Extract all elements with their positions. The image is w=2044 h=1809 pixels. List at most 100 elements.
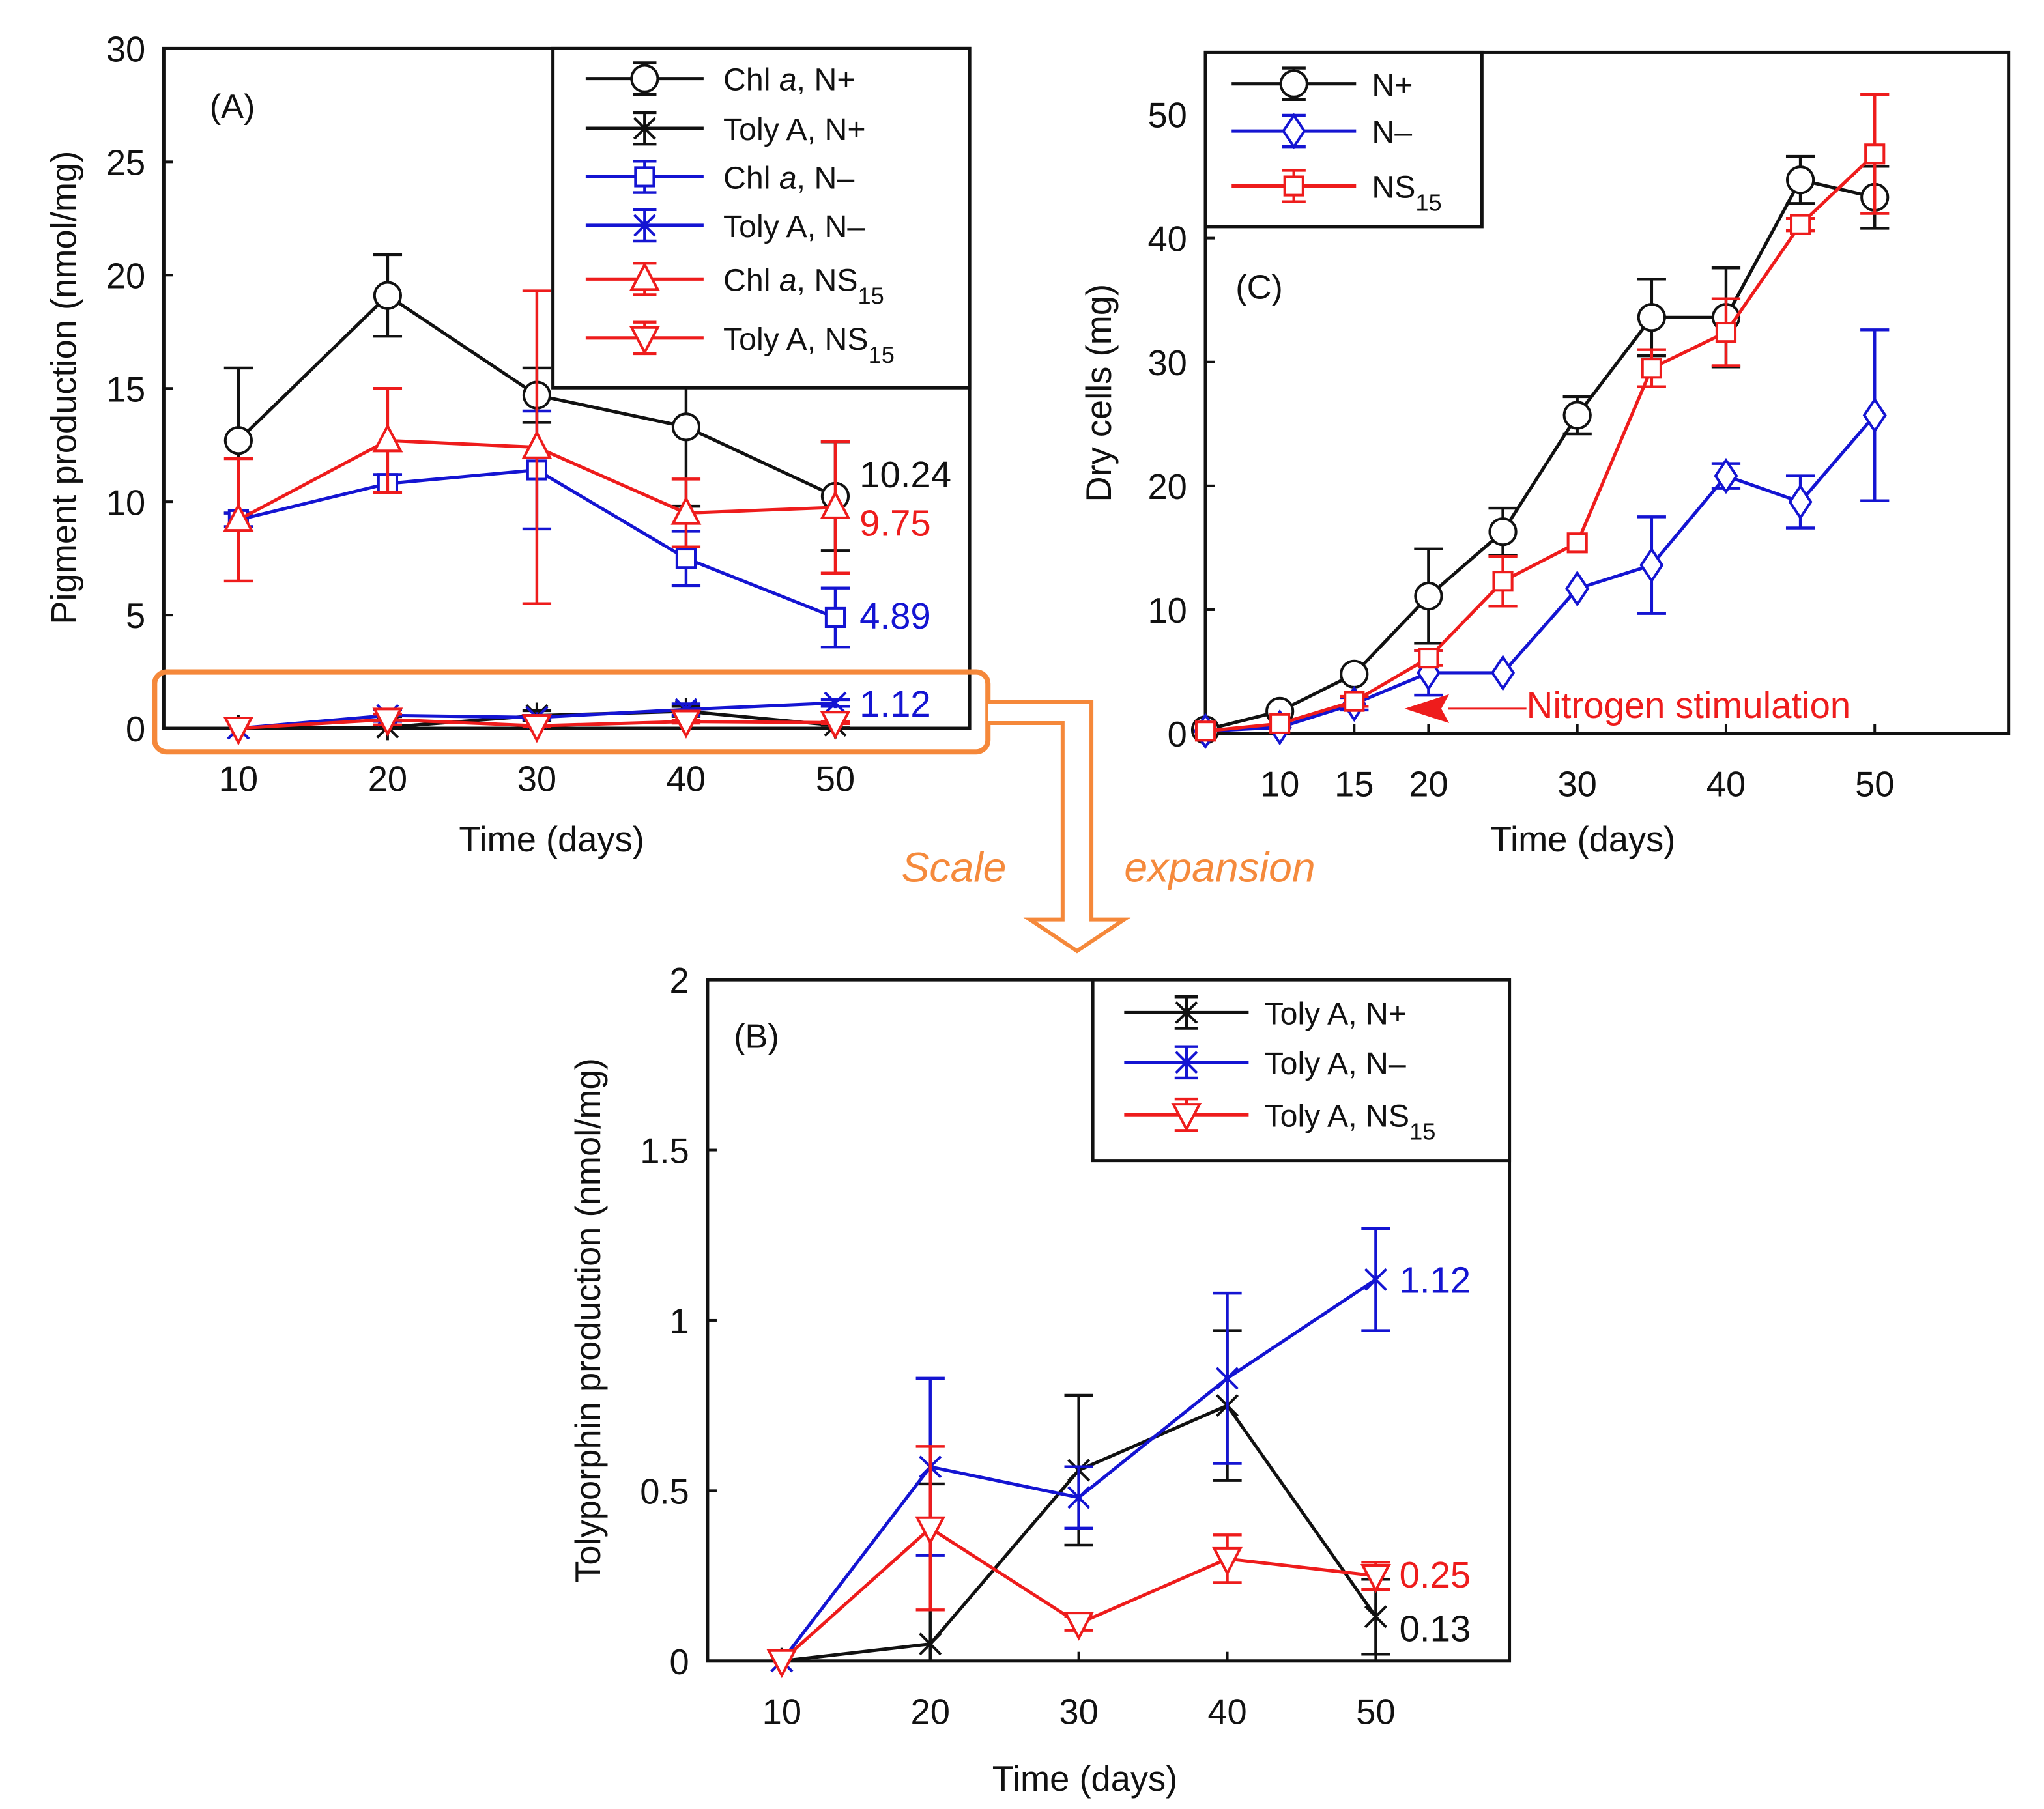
data-point-circle	[1414, 581, 1443, 611]
legend: N+ N– NS15	[1203, 50, 1484, 229]
data-point-xstar	[1067, 1486, 1091, 1509]
panel-b-xlabel: Time (days)	[992, 1759, 1177, 1799]
data-point-circle	[223, 426, 253, 455]
x-tick-label: 15	[1334, 765, 1374, 805]
legend-label-subscript: 15	[858, 283, 884, 309]
data-point-diamond	[1788, 483, 1813, 520]
data-point-circle	[1340, 659, 1369, 689]
data-point-square	[1641, 358, 1662, 379]
panel-b-ylabel: Tolyporphin production (nmol/mg)	[568, 1058, 608, 1583]
y-tick-label: 25	[106, 143, 145, 182]
legend-item: Toly A, N+	[1124, 995, 1407, 1031]
legend-label: Chl a, NS15	[723, 263, 884, 309]
data-point-square	[1194, 720, 1216, 742]
legend-frame	[1203, 50, 1484, 229]
data-point-asterisk	[919, 1631, 942, 1657]
legend-marker-diamond	[1282, 113, 1306, 149]
legend-label-part: Toly A, NS	[1265, 1098, 1410, 1133]
annotation-chl-ns15: 9.75	[859, 502, 931, 543]
legend-item: NS15	[1231, 169, 1442, 216]
data-point-square	[1492, 571, 1514, 592]
annotation-b-toly-n-minus: 1.12	[1400, 1260, 1471, 1301]
data-point-square	[1864, 143, 1886, 165]
y-tick-label: 10	[106, 483, 145, 522]
data-point-triup	[820, 490, 851, 519]
data-point-triup	[670, 496, 702, 525]
legend-item: Toly A, N+	[585, 111, 866, 147]
nitrogen-stimulation-arrow-icon	[1404, 694, 1527, 723]
legend-label-part: ,	[797, 263, 805, 298]
y-tick-label: 10	[1147, 591, 1187, 631]
annotation-chl-n-minus: 4.89	[859, 595, 931, 636]
series-toly-a-ns15	[766, 1445, 1391, 1679]
data-point-tridown	[670, 709, 702, 739]
legend-label-part: Toly A, N+	[1265, 996, 1407, 1031]
series-toly-a-ns15	[223, 707, 851, 746]
data-point-tridown	[1212, 1546, 1243, 1576]
x-tick-label: 20	[911, 1692, 950, 1731]
legend-item: Toly A, N–	[585, 208, 865, 244]
series-line	[1205, 178, 1875, 732]
x-tick-label: 30	[1558, 765, 1597, 805]
annotation-nitrogen-stimulation: Nitrogen stimulation	[1527, 685, 1851, 726]
annotation-chl-n-plus: 10.24	[859, 454, 951, 495]
y-tick-label: 0	[126, 709, 145, 749]
legend-marker-circle	[1279, 69, 1308, 98]
x-tick-label: 50	[1356, 1692, 1395, 1731]
data-point-tridown	[766, 1649, 798, 1679]
x-tick-label: 40	[1207, 1692, 1246, 1731]
legend-label-italic: a	[779, 263, 797, 298]
panel-c-label: (C)	[1235, 268, 1283, 306]
annotation-b-toly-n-plus: 0.13	[1400, 1608, 1471, 1649]
legend-label-part: N–	[805, 161, 854, 196]
legend-label: N–	[1372, 115, 1412, 150]
data-point-circle	[1785, 165, 1815, 195]
legend-frame	[551, 46, 972, 390]
y-tick-label: 20	[1147, 467, 1187, 507]
x-tick-label: 40	[667, 760, 706, 799]
data-point-square	[1566, 532, 1588, 554]
panel-a-chart: 10 20 30 40 50 0 5 10 15 20 25 30 Chl a, N+ Toly A, N…	[106, 30, 972, 799]
legend-label: Toly A, N–	[723, 209, 865, 244]
data-point-xstar	[1216, 1367, 1239, 1390]
legend-label-subscript: 15	[1409, 1118, 1435, 1145]
data-point-triup	[521, 430, 553, 459]
y-tick-label: 40	[1147, 220, 1187, 259]
legend-label-part: Toly A, N–	[723, 209, 865, 244]
legend-label: Toly A, NS15	[1265, 1098, 1436, 1145]
annotation-toly-n-minus: 1.12	[859, 683, 931, 724]
legend-label-part: NS	[805, 263, 857, 298]
y-tick-label: 15	[106, 369, 145, 409]
legend-label-italic: a	[779, 161, 797, 196]
legend-marker-tridown	[629, 326, 660, 356]
panel-a-ylabel: Pigment production (nmol/mg)	[44, 151, 84, 625]
y-tick-label: 30	[1147, 343, 1187, 383]
legend-marker-xstar	[1175, 1051, 1198, 1074]
data-point-circle	[373, 281, 403, 310]
legend-marker-circle	[630, 64, 659, 93]
legend-label-part: N+	[805, 63, 855, 98]
y-tick-label: 20	[106, 256, 145, 296]
data-point-tridown	[1360, 1563, 1391, 1593]
y-tick-label: 0.5	[640, 1472, 689, 1511]
data-point-square	[824, 606, 846, 629]
panel-b-label: (B)	[734, 1018, 779, 1056]
legend-label-part: ,	[797, 161, 805, 196]
legend-label-part: ,	[797, 63, 805, 98]
legend: Chl a, N+ Toly A, N+ Chl a, N– Toly A, N– Ch…	[551, 46, 972, 390]
legend-item: Chl a, N–	[585, 160, 854, 196]
legend-label-part: Toly A, N+	[723, 112, 866, 147]
data-point-triup	[372, 423, 403, 453]
legend-label-part: Chl	[723, 63, 770, 98]
data-point-diamond	[1714, 457, 1738, 494]
data-point-xstar	[824, 691, 847, 715]
y-tick-label: 0	[1168, 715, 1187, 754]
data-point-tridown	[372, 707, 403, 737]
legend-label: Chl a, N–	[723, 161, 854, 196]
data-point-circle	[671, 412, 701, 442]
scale-expansion-arrow-icon	[988, 700, 1131, 954]
data-point-tridown	[915, 1516, 946, 1546]
legend-label-part: NS	[1372, 170, 1415, 205]
series-toly-a-n-	[770, 1227, 1390, 1673]
